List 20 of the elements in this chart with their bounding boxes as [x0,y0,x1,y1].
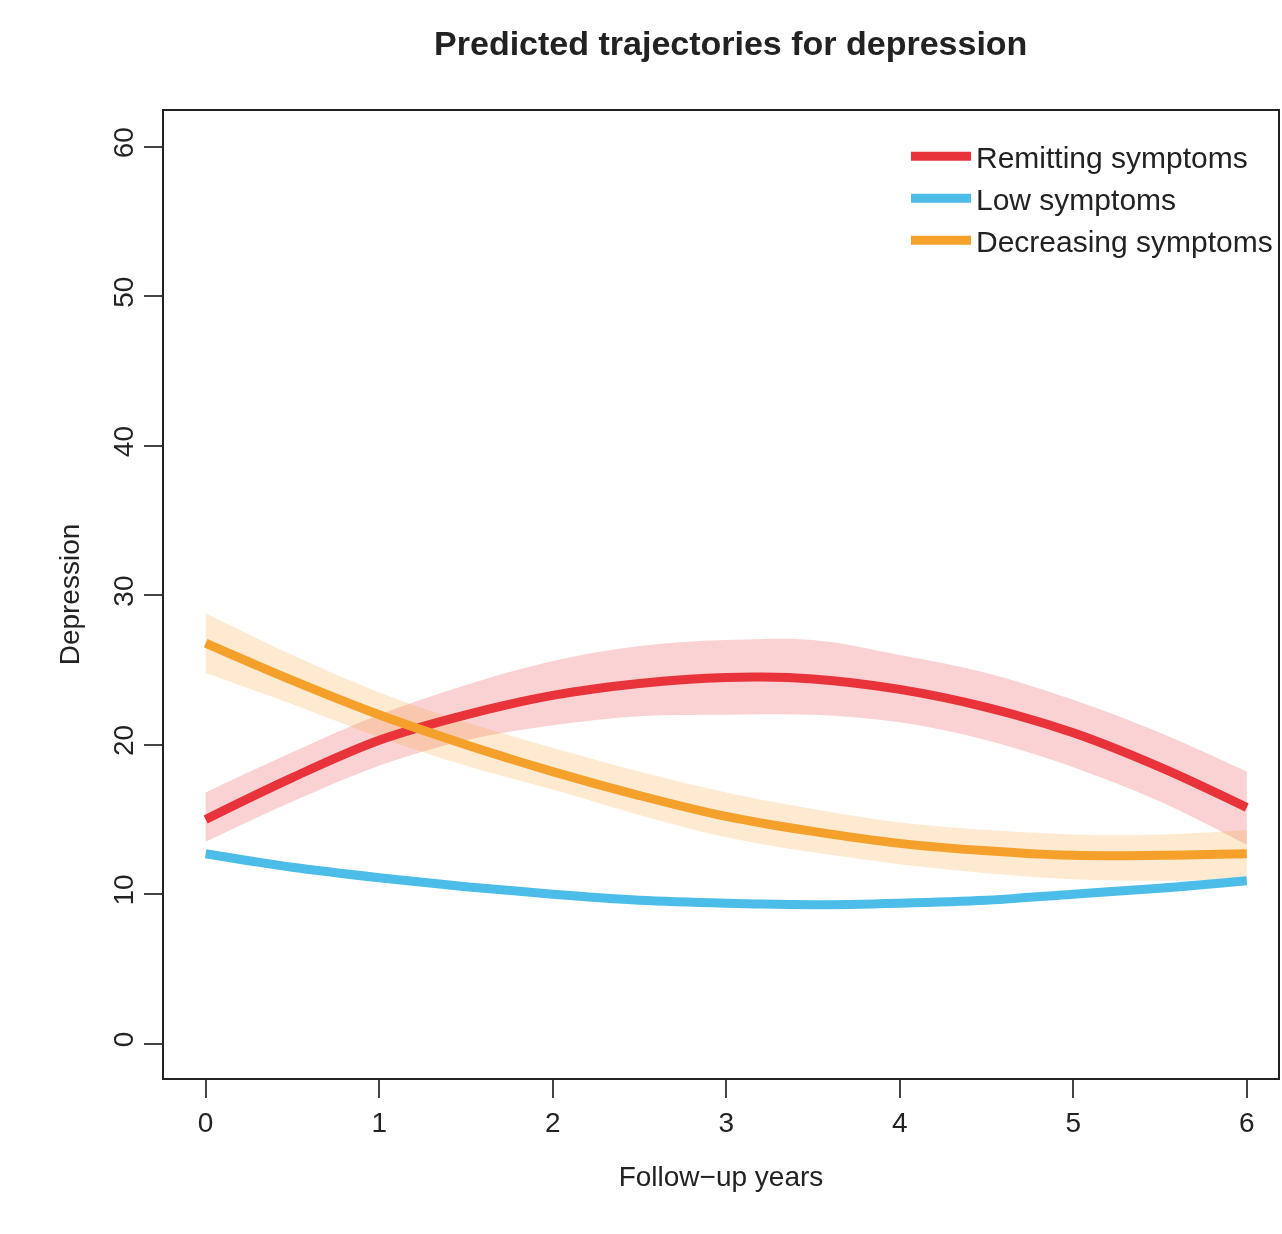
chart-title: Predicted trajectories for depression [434,23,1028,62]
x-tick-label: 2 [544,1106,561,1138]
legend-label: Decreasing symptoms [976,225,1273,259]
y-tick-label: 50 [107,276,139,308]
y-tick-label: 40 [107,426,139,458]
y-tick-label: 20 [107,724,139,757]
legend-label: Remitting symptoms [976,141,1248,175]
y-axis-title: Depression [54,523,85,666]
y-tick-label: 10 [107,874,139,906]
x-tick-label: 0 [197,1106,214,1138]
y-tick-label: 0 [107,1031,139,1048]
x-tick-label: 3 [718,1106,734,1138]
x-axis-title: Follow−up years [618,1161,824,1193]
x-tick-label: 1 [371,1106,387,1138]
x-tick-label: 6 [1238,1106,1255,1138]
x-tick-label: 5 [1065,1106,1082,1138]
y-tick-label: 60 [107,127,139,159]
x-tick-label: 4 [891,1106,908,1138]
y-tick-label: 30 [107,575,139,607]
legend-label: Low symptoms [976,183,1177,217]
